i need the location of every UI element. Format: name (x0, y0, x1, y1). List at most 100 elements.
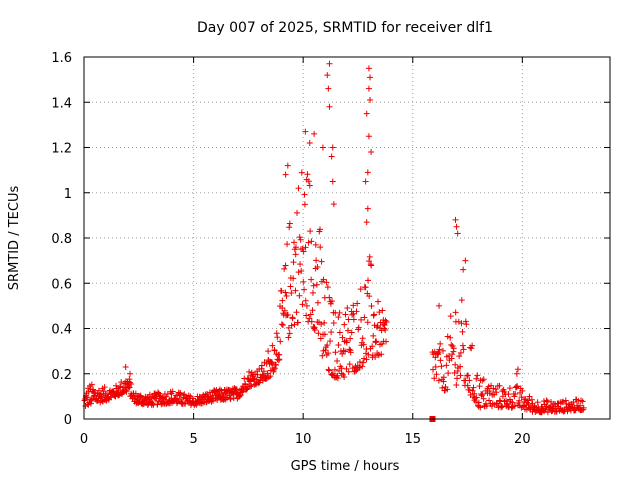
data-point (276, 356, 283, 363)
data-point (473, 394, 480, 401)
data-point (297, 236, 304, 243)
data-point (364, 169, 371, 176)
data-point (432, 363, 439, 370)
data-point (526, 393, 533, 400)
data-point (462, 257, 469, 264)
data-point (435, 377, 442, 384)
data-point (358, 316, 365, 323)
data-point (332, 349, 339, 356)
data-point (364, 319, 371, 326)
data-point (314, 264, 321, 271)
data-point (304, 171, 311, 178)
data-point (265, 348, 272, 355)
data-point (311, 130, 318, 137)
data-point (325, 366, 332, 373)
data-point (301, 201, 308, 208)
data-point (310, 282, 317, 289)
data-point (177, 390, 184, 397)
data-point (269, 342, 276, 349)
data-point (436, 346, 443, 353)
data-point (274, 334, 281, 341)
data-point (325, 85, 332, 92)
data-point (290, 275, 297, 282)
data-point (101, 384, 108, 391)
data-point (267, 373, 274, 380)
data-point (486, 397, 493, 404)
data-point (458, 320, 465, 327)
data-point (369, 343, 376, 350)
data-point (306, 182, 313, 189)
data-point (363, 110, 370, 117)
data-point (88, 397, 95, 404)
data-point (284, 162, 291, 169)
data-point (512, 390, 519, 397)
data-point (463, 321, 470, 328)
data-point (460, 346, 467, 353)
data-point (503, 397, 510, 404)
data-point (344, 305, 351, 312)
data-point (432, 354, 439, 361)
data-point (286, 220, 293, 227)
data-point (464, 382, 471, 389)
data-point (437, 357, 444, 364)
data-point (321, 331, 328, 338)
data-point (318, 321, 325, 328)
data-point (328, 329, 335, 336)
data-point (286, 330, 293, 337)
data-point (279, 297, 286, 304)
data-point (284, 241, 291, 248)
data-point (292, 244, 299, 251)
data-point (478, 392, 485, 399)
data-point (308, 238, 315, 245)
data-point (504, 400, 511, 407)
x-tick-label: 15 (404, 432, 421, 447)
x-axis-label: GPS time / hours (291, 459, 400, 474)
data-point (383, 338, 390, 345)
data-point (326, 60, 333, 67)
data-point (227, 396, 234, 403)
data-point (88, 381, 95, 388)
data-point (289, 315, 296, 322)
data-point (122, 387, 129, 394)
data-point (273, 362, 280, 369)
data-point (448, 355, 455, 362)
data-point (127, 370, 134, 377)
data-point (493, 389, 500, 396)
data-points (81, 60, 587, 422)
data-point (305, 239, 312, 246)
data-point (361, 314, 368, 321)
data-point (367, 74, 374, 81)
data-point (326, 367, 333, 374)
data-point (444, 386, 451, 393)
data-point (155, 389, 162, 396)
data-point (480, 395, 487, 402)
data-point (431, 375, 438, 382)
data-point (360, 359, 367, 366)
data-point (324, 342, 331, 349)
data-point (319, 144, 326, 151)
data-point (479, 377, 486, 384)
data-point (354, 300, 361, 307)
data-point (451, 369, 458, 376)
data-point (363, 219, 370, 226)
data-point (314, 299, 321, 306)
data-point (368, 303, 375, 310)
data-point (449, 351, 456, 358)
data-point (328, 298, 335, 305)
data-point (336, 309, 343, 316)
data-point (282, 262, 289, 269)
data-point (363, 356, 370, 363)
data-point (338, 370, 345, 377)
data-point (233, 386, 240, 393)
data-point (328, 153, 335, 160)
data-point (513, 384, 520, 391)
data-point (355, 324, 362, 331)
data-point (342, 311, 349, 318)
data-point (281, 307, 288, 314)
data-point (87, 396, 94, 403)
data-point (271, 347, 278, 354)
data-point (329, 370, 336, 377)
data-point (469, 342, 476, 349)
data-point (475, 399, 482, 406)
